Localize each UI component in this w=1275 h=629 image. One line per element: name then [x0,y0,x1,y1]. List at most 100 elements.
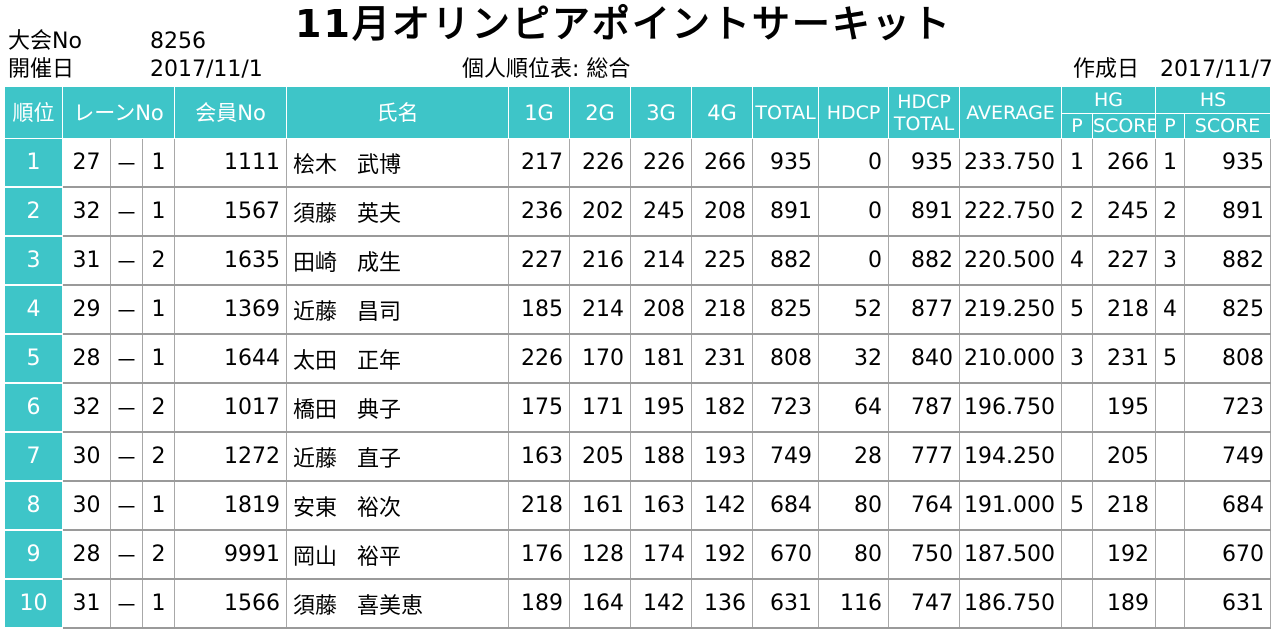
game4-cell: 142 [691,480,754,531]
col-header-g1: 1G [508,86,571,139]
date-value: 2017/11/1 [150,57,263,82]
lane-position-cell: 1 [141,186,176,237]
hdcp-total-cell: 764 [888,480,961,531]
member-no-cell: 1566 [174,578,288,629]
hs-score-cell: 670 [1184,529,1272,580]
game1-cell: 185 [508,284,571,335]
name-cell: 桧木 武博 [286,138,510,188]
lane-position-cell: 1 [141,138,176,188]
lane-cell: 29 [62,284,111,335]
lane-cell: 32 [62,186,111,237]
game3-cell: 163 [630,480,693,531]
hdcp-total-cell: 747 [888,578,961,629]
game2-cell: 202 [569,186,632,237]
col-header-g3: 3G [630,86,693,139]
hg-score-cell: 231 [1092,333,1157,384]
lane-position-cell: 1 [141,480,176,531]
hdcp-total-cell: 877 [888,284,961,335]
table-row: 9 28 － 2 9991 岡山 裕平 176 128 174 192 670 8… [4,529,1272,580]
game3-cell: 142 [630,578,693,629]
lane-position-cell: 2 [141,529,176,580]
total-cell: 825 [752,284,820,335]
hg-place-cell: 4 [1061,235,1094,286]
game3-cell: 214 [630,235,693,286]
report-subtitle: 個人順位表: 総合 [462,57,631,82]
hg-place-cell: 3 [1061,333,1094,384]
col-header-g2: 2G [569,86,632,139]
col-header-hdcp-total: HDCP TOTAL [888,86,961,139]
game1-cell: 176 [508,529,571,580]
hdcp-cell: 64 [818,382,890,433]
name-cell: 太田 正年 [286,333,510,384]
game3-cell: 174 [630,529,693,580]
hs-place-cell [1155,529,1186,580]
col-header-member: 会員No [174,86,288,139]
hs-score-cell: 882 [1184,235,1272,286]
hg-place-cell [1061,578,1094,629]
name-cell: 岡山 裕平 [286,529,510,580]
game4-cell: 225 [691,235,754,286]
hdcp-cell: 28 [818,431,890,482]
lane-position-cell: 1 [141,578,176,629]
hs-score-cell: 749 [1184,431,1272,482]
game2-cell: 226 [569,138,632,188]
member-no-cell: 1111 [174,138,288,188]
average-cell: 196.750 [959,382,1063,433]
col-header-total: TOTAL [752,86,820,139]
created-date: 2017/11/7 [1160,57,1273,82]
hs-score-cell: 723 [1184,382,1272,433]
game3-cell: 226 [630,138,693,188]
name-cell: 須藤 英夫 [286,186,510,237]
hs-score-cell: 825 [1184,284,1272,335]
created-label: 作成日 [1073,57,1140,82]
hs-score-cell: 684 [1184,480,1272,531]
page-title: 11月オリンピアポイントサーキット [295,2,952,46]
col-header-average: AVERAGE [959,86,1063,139]
table-row: 3 31 － 2 1635 田崎 成生 227 216 214 225 882 0… [4,235,1272,286]
lane-separator: － [110,431,143,482]
average-cell: 186.750 [959,578,1063,629]
rank-cell: 3 [4,235,63,286]
lane-position-cell: 2 [141,382,176,433]
hdcp-cell: 0 [818,186,890,237]
col-header-hs-p: P [1155,113,1186,139]
hg-score-cell: 189 [1092,578,1157,629]
col-header-hs-score: SCORE [1184,113,1272,139]
hs-score-cell: 935 [1184,138,1272,188]
rank-cell: 9 [4,529,63,580]
game2-cell: 170 [569,333,632,384]
total-cell: 684 [752,480,820,531]
game3-cell: 245 [630,186,693,237]
hs-score-cell: 891 [1184,186,1272,237]
game2-cell: 171 [569,382,632,433]
average-cell: 219.250 [959,284,1063,335]
event-no-value: 8256 [150,29,206,54]
hdcp-cell: 80 [818,529,890,580]
average-cell: 222.750 [959,186,1063,237]
hs-score-cell: 631 [1184,578,1272,629]
rank-cell: 10 [4,578,63,629]
hdcp-total-cell: 787 [888,382,961,433]
total-cell: 670 [752,529,820,580]
lane-cell: 31 [62,235,111,286]
hg-score-cell: 195 [1092,382,1157,433]
rank-cell: 6 [4,382,63,433]
member-no-cell: 1644 [174,333,288,384]
average-cell: 233.750 [959,138,1063,188]
table-row: 8 30 － 1 1819 安東 裕次 218 161 163 142 684 8… [4,480,1272,531]
game2-cell: 216 [569,235,632,286]
hg-place-cell: 5 [1061,480,1094,531]
hdcp-cell: 52 [818,284,890,335]
name-cell: 須藤 喜美恵 [286,578,510,629]
hg-place-cell: 5 [1061,284,1094,335]
member-no-cell: 1567 [174,186,288,237]
game2-cell: 214 [569,284,632,335]
game4-cell: 231 [691,333,754,384]
lane-position-cell: 1 [141,333,176,384]
lane-separator: － [110,529,143,580]
member-no-cell: 1272 [174,431,288,482]
name-cell: 近藤 直子 [286,431,510,482]
game4-cell: 192 [691,529,754,580]
total-cell: 631 [752,578,820,629]
game2-cell: 205 [569,431,632,482]
